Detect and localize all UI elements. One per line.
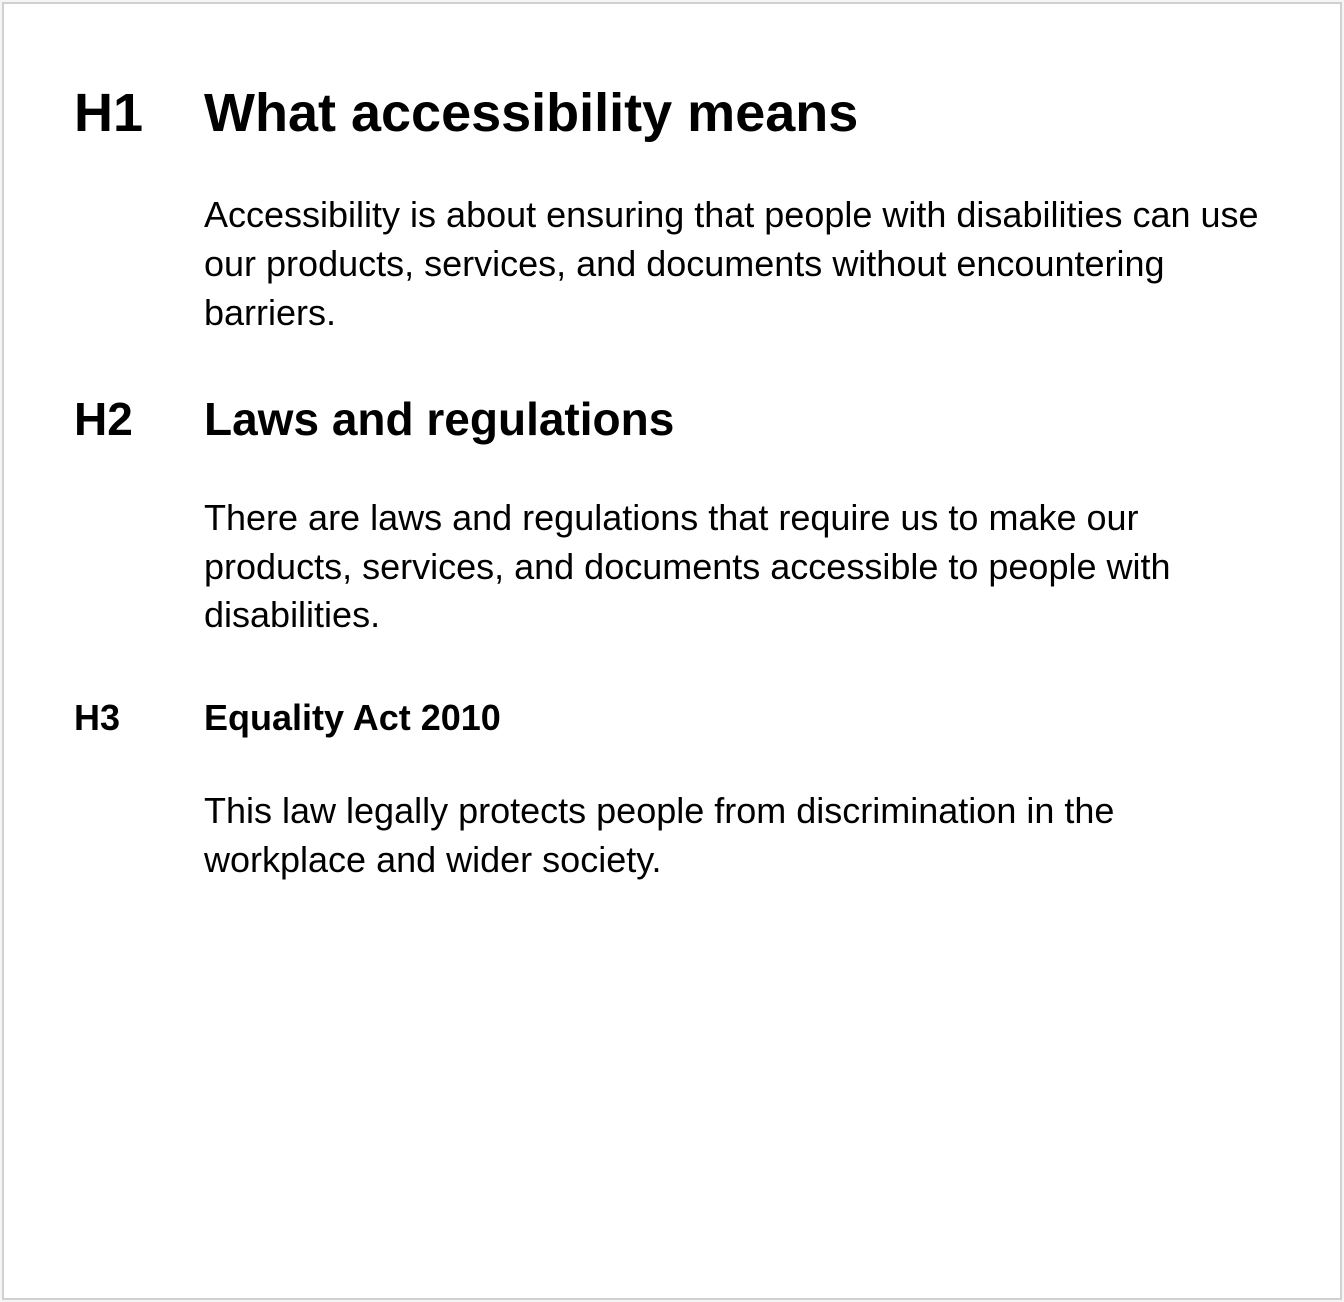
body-paragraph: Accessibility is about ensuring that peo…	[204, 191, 1270, 337]
heading-content: Equality Act 2010	[204, 696, 1270, 739]
heading-section-3: H3 Equality Act 2010	[74, 696, 1270, 739]
heading-level-label: H1	[74, 84, 204, 143]
h2-title: Laws and regulations	[204, 393, 1270, 446]
document-container: H1 What accessibility means Accessibilit…	[2, 2, 1342, 1300]
body-section-3: This law legally protects people from di…	[74, 787, 1270, 884]
h1-title: What accessibility means	[204, 84, 1270, 143]
h3-title: Equality Act 2010	[204, 696, 1270, 739]
heading-level-label: H3	[74, 696, 204, 739]
heading-section-1: H1 What accessibility means	[74, 84, 1270, 143]
body-section-2: There are laws and regulations that requ…	[74, 494, 1270, 640]
heading-content: Laws and regulations	[204, 393, 1270, 446]
heading-level-label: H2	[74, 393, 204, 446]
body-paragraph: This law legally protects people from di…	[204, 787, 1270, 884]
heading-content: What accessibility means	[204, 84, 1270, 143]
body-section-1: Accessibility is about ensuring that peo…	[74, 191, 1270, 337]
body-paragraph: There are laws and regulations that requ…	[204, 494, 1270, 640]
heading-section-2: H2 Laws and regulations	[74, 393, 1270, 446]
